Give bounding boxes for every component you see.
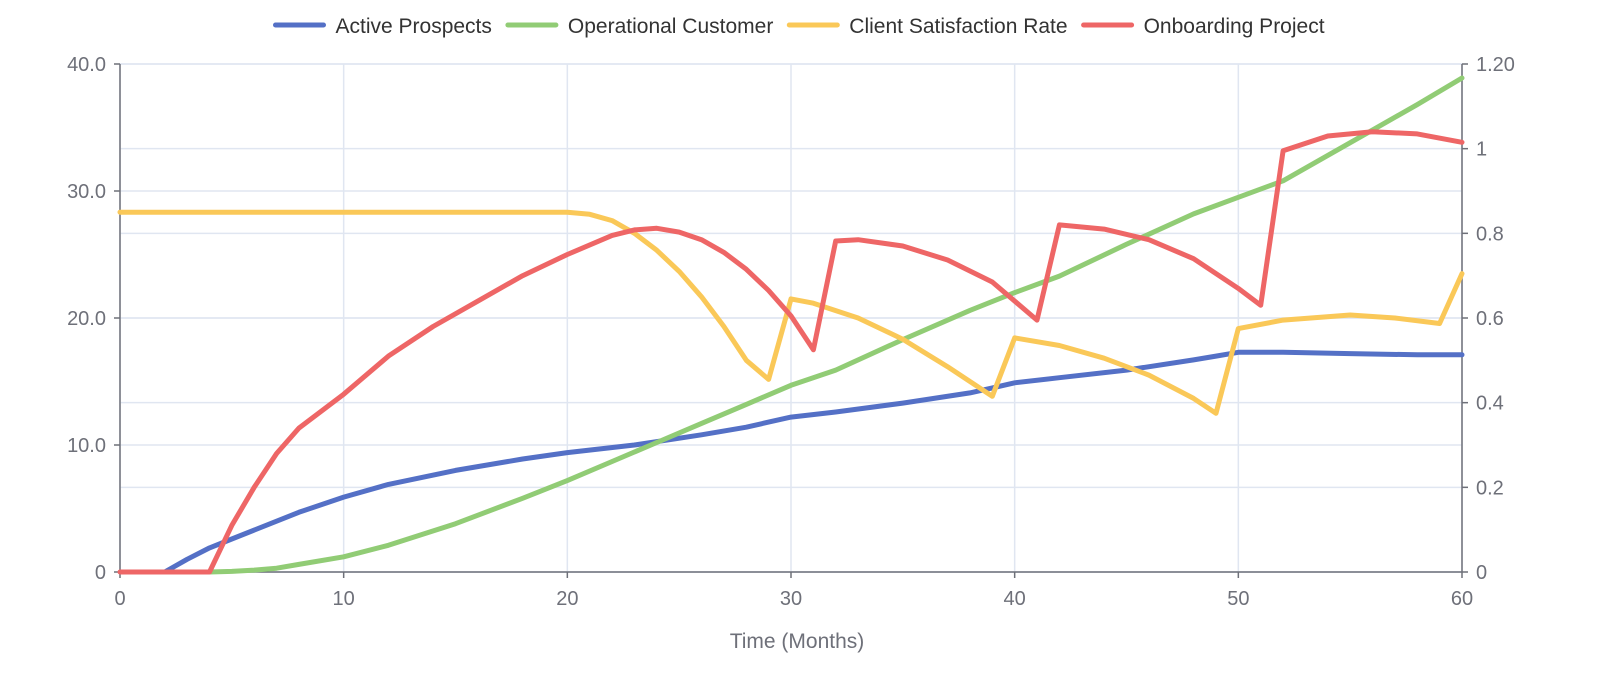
y-left-tick-label: 40.0 [67,54,106,76]
y-right-tick-label: 0.2 [1476,477,1504,499]
x-tick-label: 60 [1451,588,1473,610]
legend-item-operational-customer[interactable]: Operational Customer [505,15,773,38]
x-axis-title: Time (Months) [730,630,865,653]
legend-label: Active Prospects [336,15,492,38]
x-tick-label: 10 [333,588,355,610]
series-layer [117,75,1465,575]
legend-item-client-satisfaction-rate[interactable]: Client Satisfaction Rate [786,15,1068,38]
axes: 0 10 20 30 40 50 60010.020.030.040.000.20.40.6… [67,54,1515,610]
legend-label: Operational Customer [568,15,773,38]
y-right-tick-label: 0 [1476,562,1487,584]
legend: Active Prospects Operational Customer Clie… [273,15,1325,38]
y-left-tick-label: 0 [95,562,106,584]
series-line-active-prospects[interactable] [162,349,1465,575]
y-right-tick-label: 1.20 [1476,54,1515,76]
x-tick-label: 0 [114,588,125,610]
series-line-operational-customer[interactable] [207,75,1465,575]
y-right-tick-label: 0.4 [1476,393,1504,415]
legend-item-onboarding-project[interactable]: Onboarding Project [1081,15,1325,38]
x-tick-label: 40 [1004,588,1026,610]
x-tick-label: 50 [1227,588,1249,610]
series-line-onboarding-project[interactable] [117,129,1465,575]
y-left-tick-label: 20.0 [67,308,106,330]
y-right-tick-label: 1 [1476,139,1487,161]
x-tick-label: 30 [780,588,802,610]
x-tick-label: 20 [556,588,578,610]
legend-label: Onboarding Project [1144,15,1325,38]
y-left-tick-label: 10.0 [67,435,106,457]
y-right-tick-label: 0.6 [1476,308,1504,330]
legend-label: Client Satisfaction Rate [849,15,1067,38]
y-left-tick-label: 30.0 [67,181,106,203]
y-right-tick-label: 0.8 [1476,223,1504,245]
legend-item-active-prospects[interactable]: Active Prospects [273,15,492,38]
